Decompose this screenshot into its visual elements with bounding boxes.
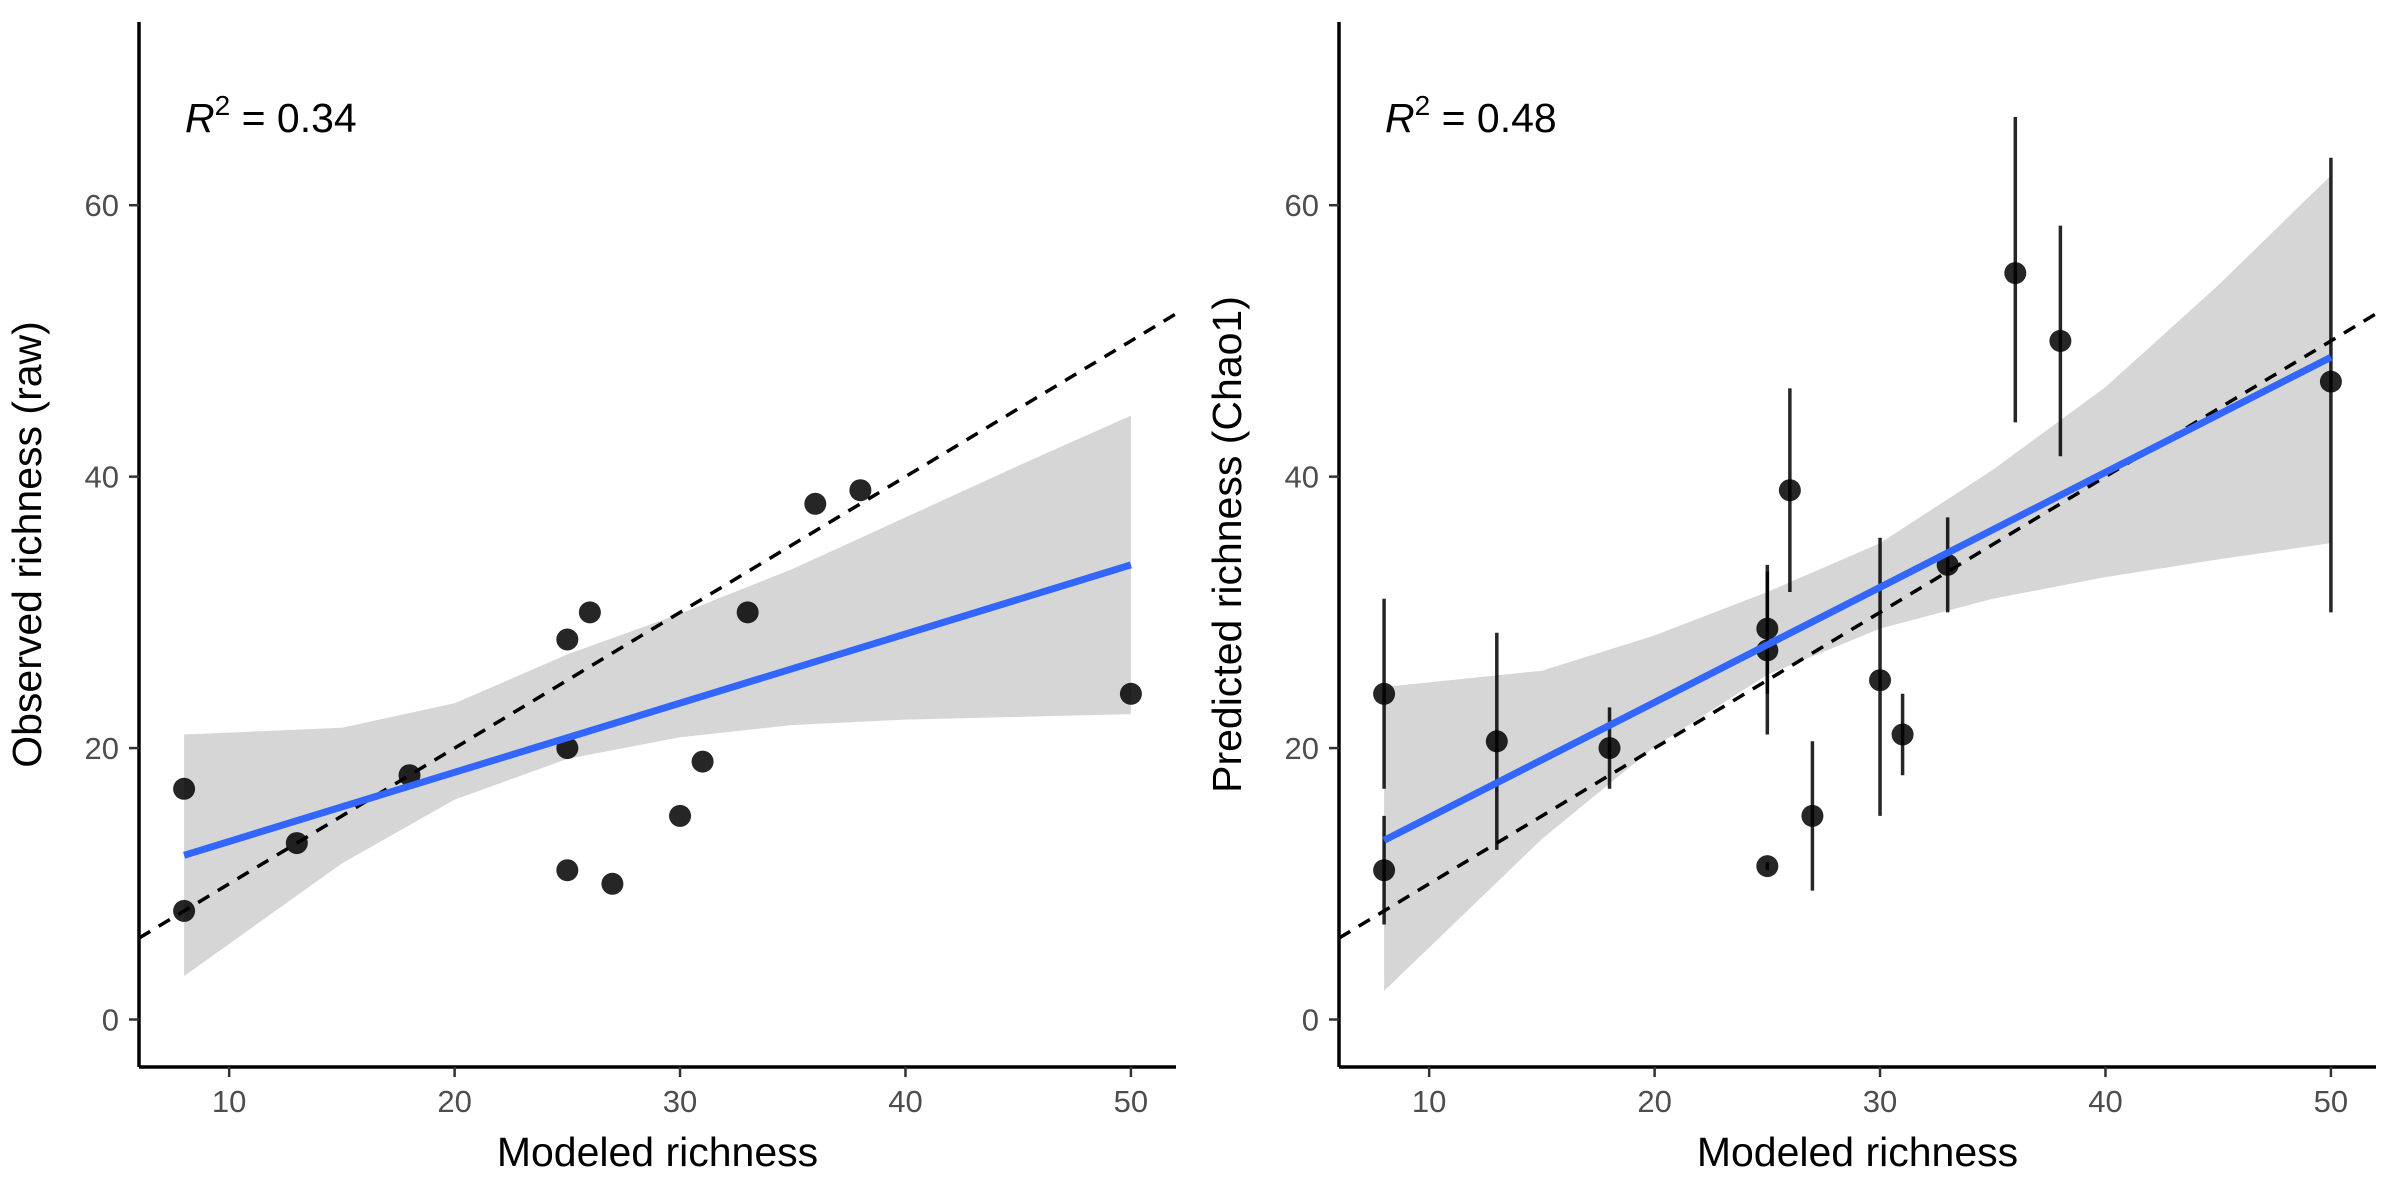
r-squared-annotation: R2 = 0.48: [1385, 90, 1557, 141]
x-tick-label-1: 20: [437, 1084, 471, 1119]
data-point-3: [1598, 737, 1621, 760]
data-point-9: [1869, 669, 1892, 692]
r-squared-symbol: R: [1385, 95, 1415, 141]
data-point-10: [1891, 723, 1914, 746]
x-axis-title: Modeled richness: [497, 1129, 818, 1175]
y-tick-label-0: 0: [1302, 1003, 1319, 1038]
data-point-9: [669, 804, 692, 827]
y-axis-title: Observed richness (raw): [4, 321, 50, 768]
x-tick-label-1: 20: [1637, 1084, 1671, 1119]
data-point-12: [2004, 262, 2027, 285]
r-squared-value: = 0.34: [230, 95, 357, 141]
y-tick-label-1: 20: [85, 731, 119, 766]
plot-area: [1339, 117, 2376, 991]
data-point-3: [398, 764, 421, 787]
data-point-14: [2319, 370, 2342, 393]
data-point-0: [1373, 682, 1396, 705]
data-point-2: [1485, 730, 1508, 753]
y-tick-label-3: 60: [85, 188, 119, 223]
data-point-13: [849, 479, 872, 502]
y-tick-label-1: 20: [1285, 731, 1319, 766]
y-tick-label-2: 40: [1285, 460, 1319, 495]
data-point-7: [578, 601, 601, 624]
data-point-14: [1119, 682, 1142, 705]
chart-panel-left: 10 20 30 40 50 0 20 40 60 Modeled richness Observe…: [4, 22, 1176, 1175]
fit-line: [1382, 354, 2333, 844]
x-tick-label-4: 50: [1114, 1084, 1148, 1119]
x-tick-label-0: 10: [212, 1084, 246, 1119]
x-tick-label-2: 30: [663, 1084, 697, 1119]
y-tick-label-0: 0: [102, 1003, 119, 1038]
x-tick-label-3: 40: [888, 1084, 922, 1119]
identity-line: [139, 312, 1176, 940]
plot-area: [139, 312, 1176, 977]
y-tick-label-3: 60: [1285, 188, 1319, 223]
data-point-4: [1756, 617, 1779, 640]
data-point-0: [173, 777, 196, 800]
data-point-6: [556, 859, 579, 882]
data-point-4: [556, 628, 579, 651]
chart-panel-right: 10 20 30 40 50 0 20 40 60 Modeled richness Predict…: [1204, 22, 2376, 1175]
data-point-12: [804, 492, 827, 515]
identity-line: [1339, 312, 2376, 940]
x-axis-title: Modeled richness: [1697, 1129, 2018, 1175]
x-tick-label-2: 30: [1863, 1084, 1897, 1119]
data-point-7: [1778, 479, 1801, 502]
data-point-10: [691, 750, 714, 773]
data-point-8: [601, 872, 624, 895]
fit-line: [183, 561, 1132, 859]
y-axis-title: Predicted richness (Chao1): [1204, 296, 1250, 793]
x-tick-label-0: 10: [1412, 1084, 1446, 1119]
r-squared-annotation: R2 = 0.34: [185, 90, 357, 141]
data-point-6: [1756, 855, 1779, 878]
r-squared-exponent: 2: [1415, 90, 1431, 121]
x-tick-label-3: 40: [2088, 1084, 2122, 1119]
y-tick-label-2: 40: [85, 460, 119, 495]
x-tick-label-4: 50: [2314, 1084, 2348, 1119]
data-point-1: [1373, 859, 1396, 882]
confidence-band: [1384, 175, 2331, 991]
data-point-8: [1801, 804, 1824, 827]
data-point-13: [2049, 329, 2072, 352]
data-point-11: [736, 601, 759, 624]
r-squared-exponent: 2: [215, 90, 231, 121]
r-squared-symbol: R: [185, 95, 215, 141]
r-squared-value: = 0.48: [1430, 95, 1557, 141]
confidence-band: [184, 415, 1131, 977]
